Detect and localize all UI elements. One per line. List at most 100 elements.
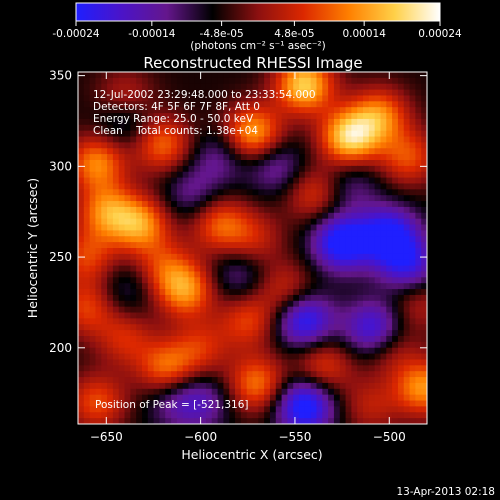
heat-cell bbox=[304, 101, 312, 108]
heat-cell bbox=[101, 336, 108, 343]
heat-cell bbox=[171, 230, 178, 237]
heat-cell bbox=[205, 388, 213, 396]
heat-cell bbox=[235, 259, 242, 267]
heat-cell bbox=[397, 353, 405, 361]
heat-cell bbox=[252, 294, 259, 302]
heat-cell bbox=[200, 183, 207, 190]
heat-cell bbox=[363, 388, 370, 396]
heat-cell bbox=[217, 347, 225, 355]
heat-cell bbox=[287, 183, 294, 190]
heat-cell bbox=[182, 154, 190, 161]
heat-cell bbox=[264, 165, 271, 173]
heat-cell bbox=[258, 347, 265, 355]
heat-cell bbox=[392, 283, 399, 290]
heat-cell bbox=[130, 189, 137, 196]
heat-cell bbox=[118, 265, 126, 273]
heat-cell bbox=[339, 330, 347, 337]
heat-cell bbox=[397, 300, 405, 308]
heat-cell bbox=[264, 154, 271, 161]
heat-cell bbox=[392, 400, 399, 407]
heat-cell bbox=[333, 318, 341, 325]
heat-cell bbox=[345, 124, 352, 132]
heat-cell bbox=[281, 306, 288, 314]
heat-cell bbox=[339, 412, 347, 419]
heat-cell bbox=[141, 224, 149, 231]
colorbar-tick-label: 0.00014 bbox=[342, 28, 386, 40]
heat-cell bbox=[363, 394, 370, 402]
heat-cell bbox=[357, 136, 364, 143]
heat-cell bbox=[322, 406, 329, 413]
heat-cell bbox=[101, 318, 108, 325]
heat-cell bbox=[205, 130, 213, 138]
heat-cell bbox=[112, 201, 120, 208]
heat-cell bbox=[130, 101, 137, 108]
heat-cell bbox=[147, 371, 155, 378]
heat-cell bbox=[368, 412, 376, 419]
heat-cell bbox=[316, 224, 323, 231]
heat-cell bbox=[200, 253, 207, 261]
heat-cell bbox=[397, 95, 405, 102]
heat-cell bbox=[299, 165, 306, 173]
heat-cell bbox=[240, 259, 248, 267]
heat-cell bbox=[415, 242, 422, 249]
heat-cell bbox=[328, 101, 335, 108]
heat-cell bbox=[223, 195, 230, 202]
heat-cell bbox=[374, 400, 382, 407]
heat-cell bbox=[130, 406, 137, 413]
heat-cell bbox=[357, 89, 364, 97]
heat-cell bbox=[316, 189, 323, 196]
heat-cell bbox=[112, 212, 120, 220]
heat-cell bbox=[304, 265, 312, 273]
heat-cell bbox=[322, 248, 329, 255]
heat-cell bbox=[165, 95, 172, 102]
heat-cell bbox=[287, 212, 294, 220]
heat-cell bbox=[235, 206, 242, 214]
heat-cell bbox=[101, 77, 108, 85]
heat-cell bbox=[264, 83, 271, 91]
heat-cell bbox=[357, 277, 364, 284]
heat-cell bbox=[159, 118, 166, 126]
heat-cell bbox=[339, 183, 347, 190]
heat-cell bbox=[351, 95, 358, 102]
heat-cell bbox=[141, 300, 149, 308]
heat-cell bbox=[310, 283, 318, 290]
heat-cell bbox=[258, 107, 265, 114]
heat-cell bbox=[316, 265, 323, 273]
heat-cell bbox=[240, 118, 248, 126]
heat-cell bbox=[200, 259, 207, 267]
heat-cell bbox=[380, 341, 387, 349]
heat-cell bbox=[421, 330, 427, 337]
heat-cell bbox=[246, 388, 254, 396]
heat-cell bbox=[397, 418, 405, 424]
heat-cell bbox=[182, 359, 190, 366]
heat-cell bbox=[112, 294, 120, 302]
heat-cell bbox=[287, 312, 294, 319]
heat-cell bbox=[415, 124, 422, 132]
heat-cell bbox=[252, 365, 259, 372]
heat-cell bbox=[95, 230, 102, 237]
heat-cell bbox=[200, 130, 207, 138]
heat-cell bbox=[304, 371, 312, 378]
heat-cell bbox=[136, 330, 143, 337]
heat-cell bbox=[246, 382, 254, 390]
heat-cell bbox=[316, 77, 323, 85]
heat-cell bbox=[304, 189, 312, 196]
heat-cell bbox=[287, 77, 294, 85]
heat-cell bbox=[328, 148, 335, 155]
heat-cell bbox=[141, 359, 149, 366]
heat-cell bbox=[78, 107, 85, 114]
heat-cell bbox=[246, 400, 254, 407]
heat-cell bbox=[89, 294, 97, 302]
heat-cell bbox=[351, 206, 358, 214]
heat-cell bbox=[397, 259, 405, 267]
heat-cell bbox=[380, 312, 387, 319]
heat-cell bbox=[304, 377, 312, 384]
heat-cell bbox=[101, 183, 108, 190]
heat-cell bbox=[281, 177, 288, 185]
heat-cell bbox=[386, 271, 393, 278]
heat-cell bbox=[200, 189, 207, 196]
heat-cell bbox=[269, 324, 277, 331]
heat-cell bbox=[159, 154, 166, 161]
heat-cell bbox=[176, 400, 184, 407]
heat-cell bbox=[322, 277, 329, 284]
